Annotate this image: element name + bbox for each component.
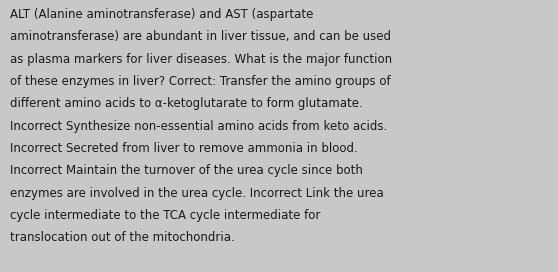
Text: cycle intermediate to the TCA cycle intermediate for: cycle intermediate to the TCA cycle inte…: [10, 209, 320, 222]
Text: Incorrect Maintain the turnover of the urea cycle since both: Incorrect Maintain the turnover of the u…: [10, 164, 363, 177]
Text: Incorrect Secreted from liver to remove ammonia in blood.: Incorrect Secreted from liver to remove …: [10, 142, 358, 155]
Text: different amino acids to α-ketoglutarate to form glutamate.: different amino acids to α-ketoglutarate…: [10, 97, 363, 110]
Text: Incorrect Synthesize non-essential amino acids from keto acids.: Incorrect Synthesize non-essential amino…: [10, 120, 387, 133]
Text: as plasma markers for liver diseases. What is the major function: as plasma markers for liver diseases. Wh…: [10, 53, 392, 66]
Text: translocation out of the mitochondria.: translocation out of the mitochondria.: [10, 231, 235, 244]
Text: aminotransferase) are abundant in liver tissue, and can be used: aminotransferase) are abundant in liver …: [10, 30, 391, 44]
Text: ALT (Alanine aminotransferase) and AST (aspartate: ALT (Alanine aminotransferase) and AST (…: [10, 8, 314, 21]
Text: enzymes are involved in the urea cycle. Incorrect Link the urea: enzymes are involved in the urea cycle. …: [10, 187, 384, 200]
Text: of these enzymes in liver? Correct: Transfer the amino groups of: of these enzymes in liver? Correct: Tran…: [10, 75, 391, 88]
